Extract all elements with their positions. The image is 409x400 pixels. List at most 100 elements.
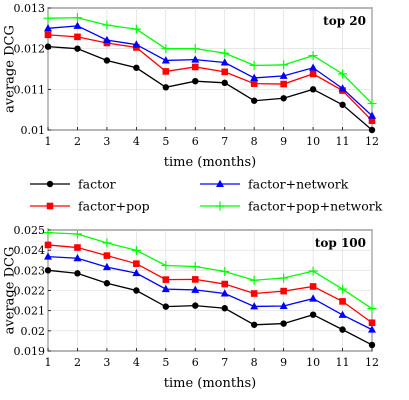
top20-point: [308, 51, 318, 61]
top100-line-factor-pop-network: [47, 231, 373, 310]
legend-label-factor-pop-network: factor+pop+network: [248, 199, 383, 214]
legend-marker-factor-pop-network: [215, 201, 225, 211]
top100-series: [43, 228, 377, 349]
top20-y-tick-label: 0.012: [14, 43, 46, 56]
top20-point: [368, 117, 376, 124]
top20-point: [103, 57, 111, 64]
legend-marker-factor-network: [216, 179, 224, 187]
top100-y-tick-label: 0.025: [14, 224, 46, 237]
top100-y-tick-label: 0.024: [14, 244, 46, 257]
top100-point: [250, 321, 258, 328]
top20-x-tick-label: 3: [103, 135, 110, 148]
top20-line-factor-network: [47, 25, 373, 117]
top20-point: [280, 95, 287, 102]
top20-point: [309, 86, 317, 93]
top20-x-tick-label: 8: [251, 135, 258, 148]
top100-point: [161, 260, 171, 270]
top100-point: [102, 238, 112, 248]
legend-label-factor: factor: [78, 177, 116, 192]
legend-marker-factor-pop: [46, 202, 54, 210]
top20-series-factor-network: [44, 21, 376, 119]
top20-point: [250, 97, 258, 104]
top20-line-factor-pop: [47, 34, 373, 122]
top100-point: [161, 284, 170, 293]
top100-x-tick-label: 5: [162, 356, 169, 369]
top100-line-factor-pop: [47, 244, 373, 324]
top20-point: [131, 24, 141, 34]
top100-point: [279, 273, 289, 283]
legend-marker-factor: [46, 180, 54, 188]
top100-x-axis-label: time (months): [164, 376, 256, 391]
top20-point: [192, 78, 199, 85]
top100-point: [162, 276, 170, 283]
top100-y-axis-label: average DCG: [3, 247, 18, 335]
top20-point: [220, 48, 230, 58]
top20-point: [102, 20, 112, 30]
top100-x-tick-label: 1: [45, 356, 52, 369]
top20-point: [102, 35, 111, 44]
top100-point: [367, 304, 377, 314]
top100-point: [74, 270, 81, 277]
top20-line-factor-pop-network: [47, 17, 373, 105]
top100-x-tick-label: 9: [280, 356, 287, 369]
legend-item-factor-pop: factor+pop: [30, 199, 150, 214]
top100-x-tick-label: 2: [74, 356, 81, 369]
top20-point: [44, 43, 52, 50]
top100-series-factor-pop: [44, 241, 376, 327]
top20-point: [74, 33, 81, 41]
top20-point: [220, 58, 229, 66]
legend-marker-factor-pop-network: [215, 201, 225, 211]
legend-item-factor: factor: [30, 177, 116, 192]
top100-y-tick-label: 0.022: [14, 285, 46, 298]
top20-point: [221, 79, 228, 87]
legend-marker-factor-pop: [46, 202, 54, 210]
top20-x-tick-label: 2: [74, 135, 81, 148]
top100-point: [162, 303, 170, 310]
top20-point: [338, 69, 348, 79]
top100-point: [309, 283, 317, 290]
top100-point: [133, 260, 140, 267]
top20-x-tick-label: 10: [306, 135, 320, 148]
top20-x-tick-label: 12: [365, 135, 379, 148]
top20-series-factor-pop-network: [43, 13, 377, 109]
top100-point: [44, 241, 52, 249]
top100-point: [73, 253, 82, 262]
top20-y-tick-label: 0.01: [21, 124, 46, 137]
legend-item-factor-network: factor+network: [200, 177, 349, 192]
top100-x-tick-label: 7: [221, 356, 228, 369]
top20-point: [191, 63, 199, 71]
top100-x-tick-label: 12: [365, 356, 379, 369]
top100-x-tick-label: 6: [192, 356, 199, 369]
top100-point: [103, 280, 111, 287]
top20-point: [73, 21, 82, 29]
top20-point: [133, 64, 140, 71]
top20-point: [309, 70, 317, 78]
top100-point: [280, 287, 287, 295]
top20-y-axis-label: average DCG: [3, 25, 18, 113]
top20-point: [44, 24, 52, 32]
top100-point: [368, 341, 376, 349]
top100-point: [191, 285, 200, 293]
top20-point: [190, 44, 200, 54]
top20-point: [339, 101, 346, 108]
top100-point: [338, 284, 348, 294]
top20-point: [250, 80, 258, 87]
top100-point: [221, 280, 229, 288]
top100-panel-tag: top 100: [315, 236, 366, 250]
top100-y-tick-label: 0.023: [14, 264, 46, 277]
top100-series-factor-network: [44, 252, 376, 333]
top100-point: [192, 302, 199, 309]
top20-y-tick-label: 0.013: [14, 2, 46, 15]
top100-y-tick-label: 0.02: [21, 325, 46, 338]
top20-x-tick-label: 6: [192, 135, 199, 148]
top100-point: [103, 252, 111, 259]
top20-point: [191, 55, 200, 63]
top20-x-tick-label: 7: [221, 135, 228, 148]
top20-series: [43, 13, 377, 134]
top20-line-factor: [47, 45, 373, 131]
legend-label-factor-network: factor+network: [248, 177, 349, 192]
top100-y-tick-label: 0.021: [14, 305, 46, 318]
top20-point: [132, 40, 141, 48]
